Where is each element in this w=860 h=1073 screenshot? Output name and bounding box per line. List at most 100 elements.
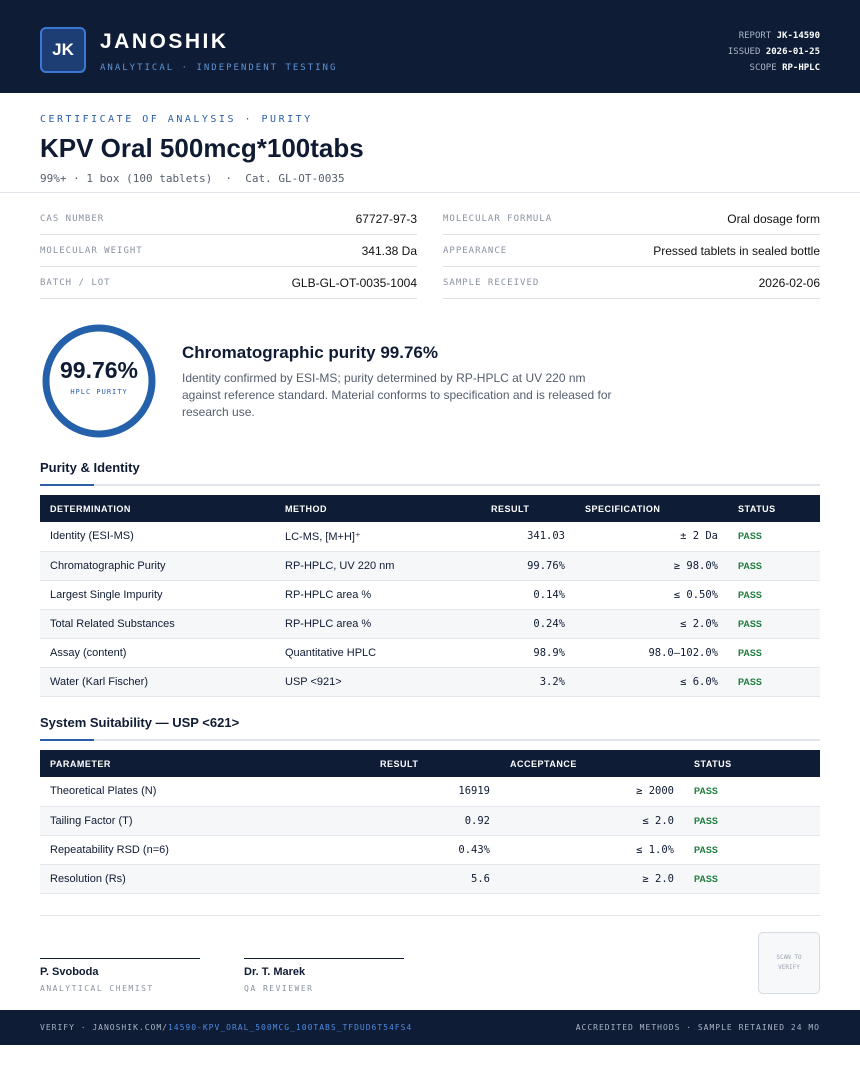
table-row: Resolution (Rs) 5.6 ≥ 2.0 PASS [40,864,820,894]
signature: Dr. T. Marek QA REVIEWER [244,958,404,993]
property-row: BATCH / LOT GLB-GL-OT-0035-1004 [40,267,417,299]
purity-heading: Chromatographic purity 99.76% [182,343,439,362]
tagline: ANALYTICAL · INDEPENDENT TESTING [100,63,338,73]
cell: Total Related Substances [40,609,275,639]
property-label: MOLECULAR WEIGHT [40,245,143,256]
table-row: Water (Karl Fischer) USP <921> 3.2% ≤ 6.0% P… [40,667,820,697]
divider [40,915,820,916]
header: JK JANOSHIK ANALYTICAL · INDEPENDENT TES… [0,0,860,93]
purity-value: 99.76% [60,357,138,383]
property-label: SAMPLE RECEIVED [443,277,540,288]
meta-row: REPORT JK-14590 [728,28,820,44]
logo: JK [40,27,86,73]
signature: P. Svoboda ANALYTICAL CHEMIST [40,958,200,993]
property-row: APPEARANCE Pressed tablets in sealed bott… [443,235,820,267]
status: PASS [728,667,820,697]
table-row: Largest Single Impurity RP-HPLC area % 0.1… [40,580,820,610]
cell: ≥ 2000 [500,777,684,807]
table-row: Assay (content) Quantitative HPLC 98.9% 98.… [40,638,820,668]
property-value: GLB-GL-OT-0035-1004 [291,275,417,290]
status: PASS [728,551,820,581]
section-rule [40,739,820,741]
cell: ± 2 Da [575,522,728,552]
column-header: ACCEPTANCE [500,750,684,777]
status: PASS [684,806,820,836]
property-label: CAS NUMBER [40,213,105,224]
column-header: SPECIFICATION [575,495,728,522]
status: PASS [728,580,820,610]
cell: 0.14% [481,580,575,610]
purity-caption: HPLC PURITY [70,388,127,396]
column-header: STATUS [684,750,820,777]
table-row: Chromatographic Purity RP-HPLC, UV 220 nm… [40,551,820,581]
status: PASS [728,609,820,639]
status: PASS [728,522,820,552]
table-row: Identity (ESI-MS) LC-MS, [M+H]⁺ 341.03 ± 2 … [40,522,820,552]
meta-value: RP-HPLC [782,63,820,73]
column-header: RESULT [481,495,575,522]
cell: 3.2% [481,667,575,697]
status: PASS [728,638,820,668]
cell: Chromatographic Purity [40,551,275,581]
table-body: Identity (ESI-MS) LC-MS, [M+H]⁺ 341.03 ± 2 … [40,522,820,697]
section-title: System Suitability — USP <621> [40,715,240,730]
cell: Repeatability RSD (n=6) [40,835,370,865]
column-header: STATUS [728,495,820,522]
property-value: Pressed tablets in sealed bottle [653,243,820,258]
signer-name: Dr. T. Marek [244,966,306,978]
status: PASS [684,777,820,807]
table-head: PARAMETER RESULT ACCEPTANCE STATUS [40,750,820,777]
cell: Tailing Factor (T) [40,806,370,836]
table-body: Theoretical Plates (N) 16919 ≥ 2000 PASS Tai… [40,777,820,894]
property-value: 67727-97-3 [355,211,417,226]
verify-line: VERIFY · JANOSHIK.COM/14590-KPV_ORAL_500… [40,1023,412,1032]
property-row: MOLECULAR FORMULA Oral dosage form [443,203,820,235]
cell: RP-HPLC area % [275,609,481,639]
verify-link[interactable]: 14590-KPV_ORAL_500MCG_100TABS_TFDUD6T54F… [167,1023,413,1032]
meta-label: REPORT [738,31,772,41]
qr-code[interactable]: SCAN TO VERIFY [758,932,820,994]
property-row: CAS NUMBER 67727-97-3 [40,203,417,235]
status: PASS [684,864,820,894]
footer: VERIFY · JANOSHIK.COM/14590-KPV_ORAL_500… [0,1010,860,1045]
status: PASS [684,835,820,865]
cell: 98.9% [481,638,575,668]
meta-row: SCOPE RP-HPLC [728,60,820,76]
column-header: METHOD [275,495,481,522]
eyebrow: CERTIFICATE OF ANALYSIS · PURITY [40,114,313,125]
properties-right: MOLECULAR FORMULA Oral dosage form APPEARA… [443,203,820,299]
property-value: Oral dosage form [727,211,820,226]
cell: Assay (content) [40,638,275,668]
cell: ≤ 2.0 [500,806,684,836]
meta-value: 2026-01-25 [765,47,820,57]
property-row: MOLECULAR WEIGHT 341.38 Da [40,235,417,267]
cell: ≤ 0.50% [575,580,728,610]
cell: ≤ 2.0% [575,609,728,639]
subtitle: 99%+ · 1 box (100 tablets) · Cat. GL-OT-… [40,172,345,185]
footer-note: ACCREDITED METHODS · SAMPLE RETAINED 24 … [575,1023,820,1032]
cell: 0.43% [370,835,500,865]
header-row: DETERMINATION METHOD RESULT SPECIFICATION ST… [40,495,820,522]
cell: ≥ 98.0% [575,551,728,581]
column-header: PARAMETER [40,750,370,777]
cell: 0.92 [370,806,500,836]
brand: JANOSHIK [100,30,229,53]
cell: ≥ 2.0 [500,864,684,894]
cell: Largest Single Impurity [40,580,275,610]
cell: LC-MS, [M+H]⁺ [275,522,481,552]
cell: ≤ 1.0% [500,835,684,865]
property-label: APPEARANCE [443,245,508,256]
column-header: RESULT [370,750,500,777]
cell: Theoretical Plates (N) [40,777,370,807]
property-label: BATCH / LOT [40,277,111,288]
property-row: SAMPLE RECEIVED 2026-02-06 [443,267,820,299]
cell: RP-HPLC, UV 220 nm [275,551,481,581]
suitability-table: PARAMETER RESULT ACCEPTANCE STATUS Theoretic… [40,750,820,894]
cell: 99.76% [481,551,575,581]
properties-left: CAS NUMBER 67727-97-3 MOLECULAR WEIGHT 341.… [40,203,417,299]
column-header: DETERMINATION [40,495,275,522]
identity-table: DETERMINATION METHOD RESULT SPECIFICATION ST… [40,495,820,697]
meta-value: JK-14590 [776,31,820,41]
cell: 0.24% [481,609,575,639]
